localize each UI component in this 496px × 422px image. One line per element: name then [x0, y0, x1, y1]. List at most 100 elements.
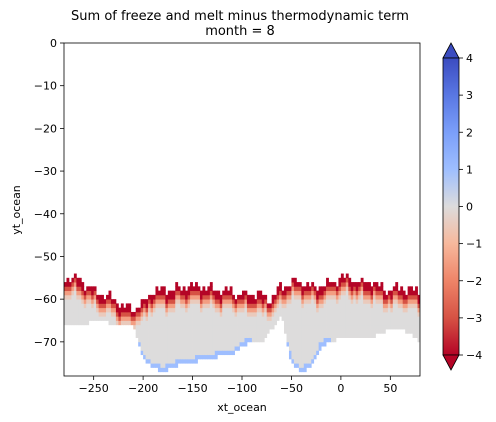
heatmap-cell: [195, 333, 198, 338]
heatmap-cell: [412, 299, 416, 304]
heatmap-cell: [229, 286, 233, 292]
heatmap-cell: [209, 350, 213, 356]
heatmap-cell: [185, 333, 189, 338]
heatmap-cell: [311, 324, 315, 330]
heatmap-cell: [148, 316, 151, 321]
heatmap-cell: [222, 290, 226, 296]
colorbar-tick-label: 1: [466, 163, 473, 176]
heatmap-cell: [190, 346, 193, 351]
heatmap-cell: [115, 320, 119, 326]
heatmap-cell: [177, 346, 181, 351]
heatmap-cell: [276, 299, 280, 304]
heatmap-cell: [148, 333, 151, 338]
heatmap-cell: [340, 333, 344, 338]
x-tick-label: −50: [280, 382, 303, 395]
heatmap-cell: [375, 303, 379, 309]
heatmap-cell: [98, 294, 102, 300]
heatmap-cell: [271, 320, 275, 326]
heatmap-cell: [76, 299, 80, 304]
heatmap-cell: [380, 303, 384, 309]
heatmap-cell: [291, 307, 295, 313]
heatmap-cell: [274, 299, 278, 304]
heatmap-cell: [338, 316, 342, 321]
heatmap-cell: [199, 333, 203, 338]
heatmap-cell: [256, 320, 260, 326]
heatmap-cell: [167, 311, 171, 317]
heatmap-cell: [261, 307, 265, 313]
heatmap-cell: [335, 320, 339, 326]
heatmap-cell: [222, 320, 226, 326]
heatmap-cell: [380, 324, 384, 330]
heatmap-cell: [195, 290, 198, 296]
heatmap-cell: [355, 311, 359, 317]
heatmap-cell: [219, 311, 223, 317]
heatmap-cell: [350, 320, 354, 326]
heatmap-cell: [286, 341, 290, 347]
heatmap-cell: [375, 329, 379, 334]
heatmap-cell: [259, 290, 263, 296]
heatmap-cell: [264, 329, 268, 334]
heatmap-cell: [301, 290, 305, 296]
heatmap-cell: [237, 324, 240, 330]
heatmap-cell: [279, 311, 282, 317]
heatmap-cell: [101, 316, 104, 321]
heatmap-cell: [251, 299, 255, 304]
heatmap-cell: [296, 294, 300, 300]
heatmap-cell: [318, 316, 322, 321]
heatmap-cell: [340, 316, 344, 321]
heatmap-cell: [199, 299, 203, 304]
heatmap-cell: [313, 303, 317, 309]
heatmap-cell: [284, 303, 287, 309]
heatmap-cell: [326, 290, 329, 296]
heatmap-cell: [392, 311, 396, 317]
heatmap-cell: [296, 363, 300, 368]
heatmap-cell: [343, 294, 347, 300]
heatmap-cell: [170, 307, 174, 313]
heatmap-cell: [415, 320, 418, 326]
heatmap-cell: [224, 294, 228, 300]
heatmap-cell: [180, 337, 184, 343]
heatmap-cell: [157, 320, 161, 326]
heatmap-cell: [412, 294, 416, 300]
heatmap-cell: [192, 341, 196, 347]
heatmap-cell: [323, 337, 327, 343]
heatmap-cell: [192, 303, 196, 309]
heatmap-cell: [333, 324, 337, 330]
heatmap-cell: [177, 354, 181, 360]
heatmap-cell: [387, 303, 391, 309]
heatmap-cell: [187, 320, 191, 326]
heatmap-cell: [390, 290, 394, 296]
heatmap-cell: [153, 316, 156, 321]
heatmap-cell: [358, 311, 362, 317]
heatmap-cell: [239, 333, 243, 338]
heatmap-cell: [326, 333, 329, 338]
heatmap-cell: [167, 329, 171, 334]
heatmap-cell: [328, 311, 332, 317]
heatmap-cell: [323, 329, 327, 334]
heatmap-cell: [125, 320, 129, 326]
heatmap-cell: [162, 354, 166, 360]
heatmap-cell: [76, 311, 80, 317]
heatmap-cell: [323, 299, 327, 304]
heatmap-cell: [133, 324, 137, 330]
heatmap-cell: [281, 303, 285, 309]
heatmap-cell: [303, 299, 307, 304]
heatmap-cell: [360, 333, 364, 338]
heatmap-cell: [370, 311, 374, 317]
heatmap-cell: [390, 294, 394, 300]
heatmap-cell: [165, 367, 169, 373]
heatmap-cell: [165, 316, 169, 321]
heatmap-cell: [345, 294, 349, 300]
heatmap-cell: [249, 320, 253, 326]
heatmap-cell: [407, 320, 411, 326]
heatmap-cell: [353, 299, 357, 304]
heatmap-cell: [81, 294, 85, 300]
heatmap-cell: [288, 354, 292, 360]
heatmap-cell: [195, 346, 198, 351]
heatmap-cell: [276, 311, 280, 317]
heatmap-cell: [415, 329, 418, 334]
heatmap-cell: [68, 290, 72, 296]
heatmap-cell: [353, 320, 357, 326]
heatmap-cell: [68, 294, 72, 300]
